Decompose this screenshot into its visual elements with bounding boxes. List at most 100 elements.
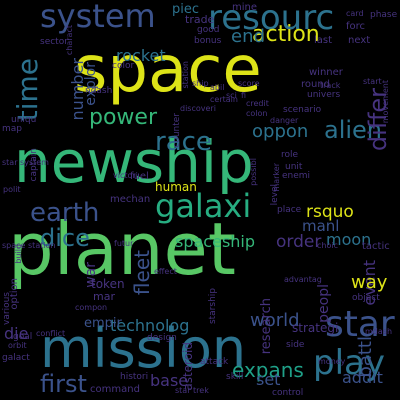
cloud-word: sector xyxy=(40,37,68,47)
cloud-word: token xyxy=(91,277,125,291)
cloud-word: starship xyxy=(208,288,218,325)
cloud-word: univers xyxy=(307,90,341,100)
cloud-word: star xyxy=(325,304,395,345)
cloud-word: system xyxy=(40,0,156,35)
cloud-word: uniqu xyxy=(11,115,37,125)
cloud-word: certain xyxy=(210,95,238,104)
cloud-word: round xyxy=(301,79,331,90)
cloud-word: star system xyxy=(2,158,49,167)
cloud-word: alien xyxy=(324,116,383,144)
cloud-word: rsquo xyxy=(306,202,354,222)
cloud-word: danger xyxy=(270,116,299,125)
cloud-word: orbit xyxy=(8,341,27,350)
cloud-word: peopl xyxy=(316,284,332,323)
cloud-word: command xyxy=(90,384,140,395)
cloud-word: fuel xyxy=(130,171,149,182)
cloud-word: marker xyxy=(272,163,281,192)
cloud-word: manl xyxy=(302,217,340,235)
cloud-word: play xyxy=(313,343,385,383)
cloud-word: space xyxy=(74,33,262,107)
cloud-word: planet xyxy=(8,207,236,291)
cloud-word: start xyxy=(363,77,382,86)
cloud-word: research xyxy=(259,298,274,355)
cloud-word: object xyxy=(352,293,380,303)
cloud-word: explor xyxy=(83,62,99,106)
cloud-word: world xyxy=(250,310,300,331)
cloud-word: last xyxy=(314,35,333,46)
cloud-word: possibl xyxy=(249,158,258,186)
cloud-word: moon xyxy=(326,230,372,249)
cloud-word: galaxi xyxy=(155,187,252,225)
cloud-word: expans xyxy=(232,358,304,382)
cloud-word: empir xyxy=(84,316,122,331)
cloud-word: human xyxy=(155,180,197,194)
cloud-word: discoveri xyxy=(180,104,216,113)
cloud-word: technolog xyxy=(110,316,190,335)
cloud-word: charact xyxy=(65,25,74,56)
cloud-word: movement xyxy=(381,80,390,124)
cloud-word: earth xyxy=(30,198,100,228)
cloud-word: asteroid xyxy=(181,342,195,391)
cloud-word: good xyxy=(197,25,220,35)
cloud-word: color xyxy=(112,61,135,71)
cloud-word: colon xyxy=(246,109,268,118)
cloud-word: rocket xyxy=(116,46,166,65)
cloud-word: end xyxy=(231,26,265,47)
cloud-word: ship xyxy=(192,79,209,88)
cloud-word: order xyxy=(276,232,322,252)
cloud-word: design xyxy=(147,333,177,343)
cloud-word: side xyxy=(286,340,305,350)
cloud-word: trade xyxy=(185,13,215,26)
cloud-word: scenario xyxy=(283,105,322,115)
cloud-word: abil xyxy=(210,83,225,92)
cloud-word: time xyxy=(11,58,44,122)
cloud-word: dice xyxy=(40,224,90,252)
cloud-word: enemi xyxy=(282,171,311,181)
cloud-word: die xyxy=(4,324,29,343)
cloud-word: sci xyxy=(226,91,237,100)
cloud-word: first xyxy=(40,370,87,398)
cloud-word: phase xyxy=(370,10,398,20)
cloud-word: histori xyxy=(120,372,149,382)
cloud-word: mechan xyxy=(110,194,151,205)
cloud-word: base xyxy=(150,371,189,390)
cloud-word: resourc xyxy=(208,0,335,38)
cloud-word: race xyxy=(155,127,212,157)
cloud-word: attack xyxy=(200,357,229,367)
cloud-word: power xyxy=(89,105,157,130)
cloud-word: newship xyxy=(14,128,254,196)
cloud-word: winner xyxy=(309,67,343,78)
cloud-word: counter xyxy=(172,113,182,148)
cloud-word: credit xyxy=(246,99,269,108)
cloud-word: card xyxy=(346,9,364,18)
cloud-word: polit xyxy=(3,185,21,194)
cloud-word: oppon xyxy=(252,121,309,142)
cloud-word: fi xyxy=(241,91,247,100)
cloud-word: strategi xyxy=(292,321,339,335)
cloud-word: unit xyxy=(285,162,303,172)
cloud-word: way xyxy=(351,272,388,293)
cloud-word: role xyxy=(281,150,299,160)
cloud-word: choic xyxy=(317,241,338,250)
cloud-word: set xyxy=(256,370,281,389)
cloud-word: fleet xyxy=(130,250,154,296)
cloud-word: forc xyxy=(346,21,366,32)
cloud-word: map xyxy=(2,124,22,134)
cloud-word: futur xyxy=(114,239,134,248)
cloud-word: compon xyxy=(75,303,108,312)
cloud-word: action xyxy=(252,22,320,47)
cloud-word: advantag xyxy=(284,275,322,284)
cloud-word: mission xyxy=(40,317,247,380)
cloud-word: effect xyxy=(154,267,177,276)
cloud-word: mine xyxy=(232,2,258,13)
cloud-word: galact xyxy=(2,353,30,363)
cloud-word: track xyxy=(320,81,341,90)
cloud-word: goal xyxy=(13,332,33,342)
cloud-word: score xyxy=(238,79,260,88)
cloud-word: place xyxy=(277,205,302,215)
cloud-word: various xyxy=(2,292,12,325)
cloud-word: bonus xyxy=(194,36,222,46)
cloud-word: victori xyxy=(113,171,138,180)
cloud-word: mar xyxy=(93,290,115,303)
